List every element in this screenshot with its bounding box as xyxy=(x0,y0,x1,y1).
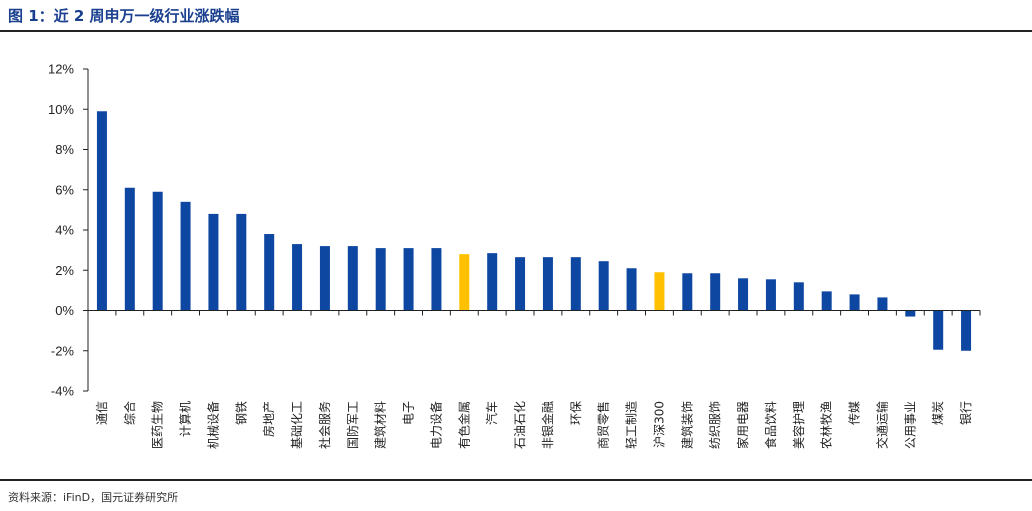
bar-14 xyxy=(459,254,470,311)
bar-17 xyxy=(542,257,553,311)
category-label: 综合 xyxy=(122,401,137,425)
bar-10 xyxy=(347,246,358,311)
y-tick-label: 10% xyxy=(48,102,74,117)
bar-15 xyxy=(487,253,498,311)
category-label: 家用电器 xyxy=(735,401,750,449)
category-label: 公用事业 xyxy=(903,401,917,449)
category-label: 电子 xyxy=(402,401,416,425)
category-label: 纺织服饰 xyxy=(708,401,722,449)
category-label: 煤炭 xyxy=(931,401,945,425)
bar-8 xyxy=(292,244,303,311)
category-label: 基础化工 xyxy=(290,401,304,449)
bar-32 xyxy=(961,310,972,351)
bar-1 xyxy=(96,111,107,311)
y-tick-label: -4% xyxy=(51,384,75,399)
bar-9 xyxy=(319,246,330,311)
y-tick-label: 4% xyxy=(55,223,74,238)
bar-chart: -4% -2% 0% 2% 4% 6% 8% 10% 12% 通信 综合 医药生物 计算机 机械设备 钢铁… xyxy=(48,62,981,449)
category-label: 食品饮料 xyxy=(763,401,778,449)
bar-26 xyxy=(793,282,804,311)
bar-6 xyxy=(236,213,247,311)
bar-22 xyxy=(682,273,693,311)
bar-18 xyxy=(570,257,581,311)
bar-23 xyxy=(710,273,721,311)
chart-title: 图 1：近 2 周申万一级行业涨跌幅 xyxy=(8,7,240,25)
category-label: 钢铁 xyxy=(234,401,248,425)
category-label: 环保 xyxy=(569,401,583,425)
category-label: 交通运输 xyxy=(874,401,889,449)
top-rule xyxy=(0,30,1032,32)
y-tick-label: 0% xyxy=(55,303,74,318)
category-label: 电力设备 xyxy=(429,401,443,449)
bar-25 xyxy=(765,279,776,311)
category-label: 社会服务 xyxy=(317,401,332,449)
category-label: 房地产 xyxy=(261,401,276,437)
category-label: 计算机 xyxy=(178,401,193,437)
category-label: 通信 xyxy=(95,401,109,425)
category-label: 汽车 xyxy=(484,401,499,425)
y-tick-label: 2% xyxy=(55,263,74,278)
category-label: 农林牧渔 xyxy=(820,401,834,449)
category-label: 医药生物 xyxy=(151,401,165,449)
category-label: 石油石化 xyxy=(513,401,527,449)
bar-28 xyxy=(849,294,860,311)
bar-30 xyxy=(905,310,916,317)
y-axis: -4% -2% 0% 2% 4% 6% 8% 10% 12% xyxy=(48,62,89,399)
category-label: 轻工制造 xyxy=(625,401,639,449)
category-label: 沪深300 xyxy=(652,401,666,448)
category-label: 机械设备 xyxy=(205,401,220,449)
source-note: 资料来源：iFinD，国元证券研究所 xyxy=(8,491,179,504)
category-label: 建筑材料 xyxy=(373,401,388,449)
category-label: 国防军工 xyxy=(345,401,360,449)
category-label: 传媒 xyxy=(847,401,862,425)
bottom-rule xyxy=(0,479,1032,481)
category-label: 非银金融 xyxy=(540,401,555,449)
y-tick-label: 12% xyxy=(48,62,74,77)
bar-13 xyxy=(431,248,442,311)
bar-2 xyxy=(124,187,135,311)
bar-20 xyxy=(626,268,637,311)
bar-11 xyxy=(375,248,386,311)
y-tick-label: 8% xyxy=(55,142,74,157)
bars xyxy=(96,111,972,351)
bar-21 xyxy=(654,272,665,311)
bar-4 xyxy=(180,201,191,311)
y-tick-label: 6% xyxy=(55,182,74,197)
bar-19 xyxy=(598,261,609,311)
category-label: 商贸零售 xyxy=(596,401,611,449)
bar-5 xyxy=(208,213,219,311)
x-axis xyxy=(87,310,981,316)
category-label: 建筑装饰 xyxy=(679,401,694,449)
bar-12 xyxy=(403,248,414,311)
category-label: 美容护理 xyxy=(791,401,806,449)
bar-24 xyxy=(738,278,749,311)
category-label: 有色金属 xyxy=(456,401,471,449)
bar-27 xyxy=(821,291,832,311)
category-label: 银行 xyxy=(959,401,973,425)
y-tick-label: -2% xyxy=(51,343,75,358)
bar-7 xyxy=(264,234,275,311)
bar-16 xyxy=(515,257,526,311)
category-labels: 通信 综合 医药生物 计算机 机械设备 钢铁 房地产 基础化工 社会服务 国防军工 建筑材料 电子 电力… xyxy=(95,401,973,449)
bar-3 xyxy=(152,191,163,311)
bar-29 xyxy=(877,297,888,311)
bar-31 xyxy=(933,310,944,350)
